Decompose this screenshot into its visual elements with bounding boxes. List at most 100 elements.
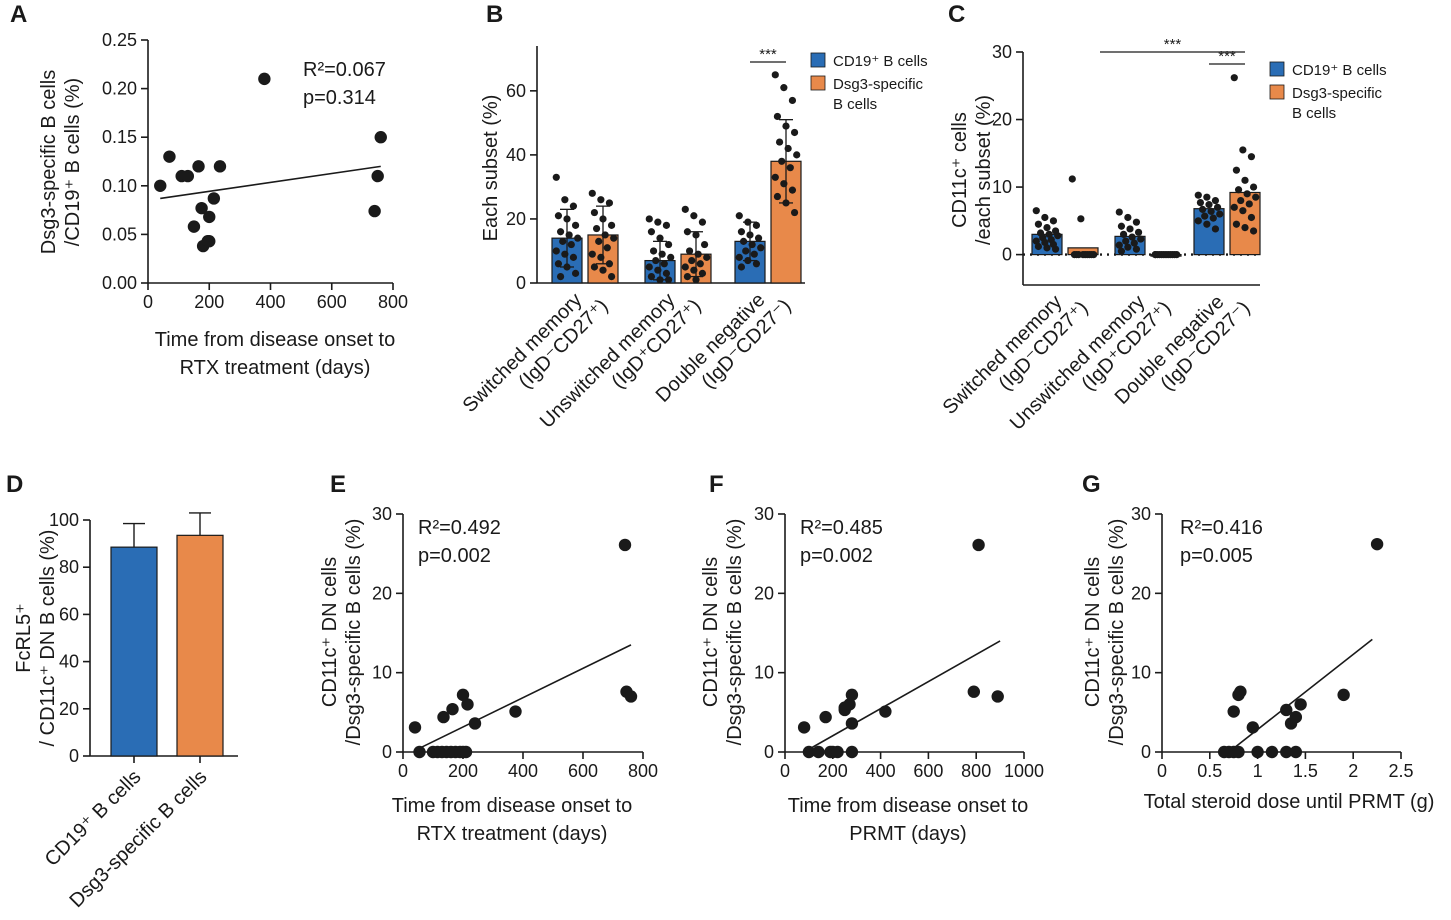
data-point [603,244,611,252]
data-point [556,228,565,236]
data-point [1337,688,1350,702]
data-point [735,212,743,220]
data-point [195,201,208,215]
data-point [752,221,761,229]
data-point [1054,232,1062,240]
x-tick-label: 200 [818,761,848,781]
x-axis-label: RTX treatment (days) [417,823,608,845]
legend-swatch-dsg3 [1269,84,1285,100]
data-point [656,234,664,242]
data-point [1043,244,1051,252]
data-point [1124,213,1132,222]
data-point [1032,207,1040,215]
data-point [1041,238,1049,247]
data-point [1032,237,1040,245]
data-point [413,745,426,759]
data-point [681,205,689,213]
data-point [605,260,614,268]
y-tick-label: 40 [506,145,526,165]
data-point [1173,251,1181,259]
data-point [1196,199,1205,207]
data-point [1117,247,1126,255]
data-point [1245,200,1253,208]
x-tick-label: 600 [568,761,598,781]
data-point [1209,214,1217,222]
data-point [703,253,711,261]
data-point [607,272,616,281]
y-tick-label: 30 [992,42,1012,62]
x-tick-label: 600 [317,292,347,312]
data-point [700,240,709,249]
data-point [1203,193,1211,201]
data-point [1051,245,1060,253]
y-tick-label: 0 [516,273,526,293]
data-point [656,276,664,284]
x-tick-label: 0 [1157,761,1167,781]
data-point [698,218,707,226]
data-point [782,122,790,130]
data-point [660,260,668,268]
data-point [782,199,790,207]
data-point [1049,217,1058,225]
data-point [437,710,450,724]
data-point [181,169,195,183]
x-tick-label: 2.5 [1388,761,1413,781]
data-point [744,218,752,226]
y-tick-label: 20 [1131,583,1151,603]
data-point [154,179,167,192]
data-point [1128,233,1136,241]
data-point [967,685,981,698]
data-point [552,247,560,255]
data-point [1132,218,1141,226]
panel-A: A 0.00 0.05 0.10 0.15 0.20 0.25 0 200 400 600 800 Ti… [10,1,408,379]
panel-label: D [6,471,23,498]
data-point [696,260,704,268]
data-point [1130,239,1138,247]
x-axis-label: Time from disease onset to [392,795,632,817]
data-point [658,250,666,258]
x-tick-label: 600 [913,761,943,781]
data-point [187,220,201,233]
data-point [664,240,673,249]
data-point [649,247,658,255]
data-point [667,253,675,261]
y-axis-label: CD11c⁺ cells [949,112,971,228]
data-point [1247,153,1256,161]
data-point [688,256,696,265]
x-tick-label: 200 [194,292,224,312]
y-tick-label: 20 [59,699,79,719]
data-point [737,263,746,271]
data-point [1211,196,1220,205]
data-point [1201,212,1209,220]
data-point [1241,176,1249,184]
legend-label-dsg3-cont: B cells [833,96,877,113]
data-point [685,247,694,255]
panel-D: D 0 20 40 60 80 100 FcRL5⁺ / CD11c⁺ DN B cells (… [6,471,238,912]
data-point [831,745,844,759]
y-tick-label: 0 [1002,245,1012,265]
y-tick-label: 0 [764,742,774,762]
data-point [1158,251,1166,259]
data-point [374,131,387,144]
panel-label: B [486,1,503,28]
data-point [618,538,632,552]
data-point [754,234,763,242]
data-point [213,160,227,173]
data-point [607,221,616,229]
data-point [1370,537,1384,551]
data-point [561,250,569,258]
legend-label-cd19: CD19⁺ B cells [833,53,928,70]
data-point [563,215,571,223]
data-point [610,234,618,242]
data-point [1075,251,1083,259]
panel-label: F [709,471,724,498]
data-point [588,189,596,197]
data-point [1198,205,1207,213]
x-axis-label: Time from disease onset to [155,329,395,351]
data-point [652,256,660,265]
panel-label: A [10,1,27,28]
data-point [1068,175,1076,183]
data-point [1234,186,1243,194]
y-tick-label: 20 [754,583,774,603]
stat-p: p=0.314 [303,87,376,109]
